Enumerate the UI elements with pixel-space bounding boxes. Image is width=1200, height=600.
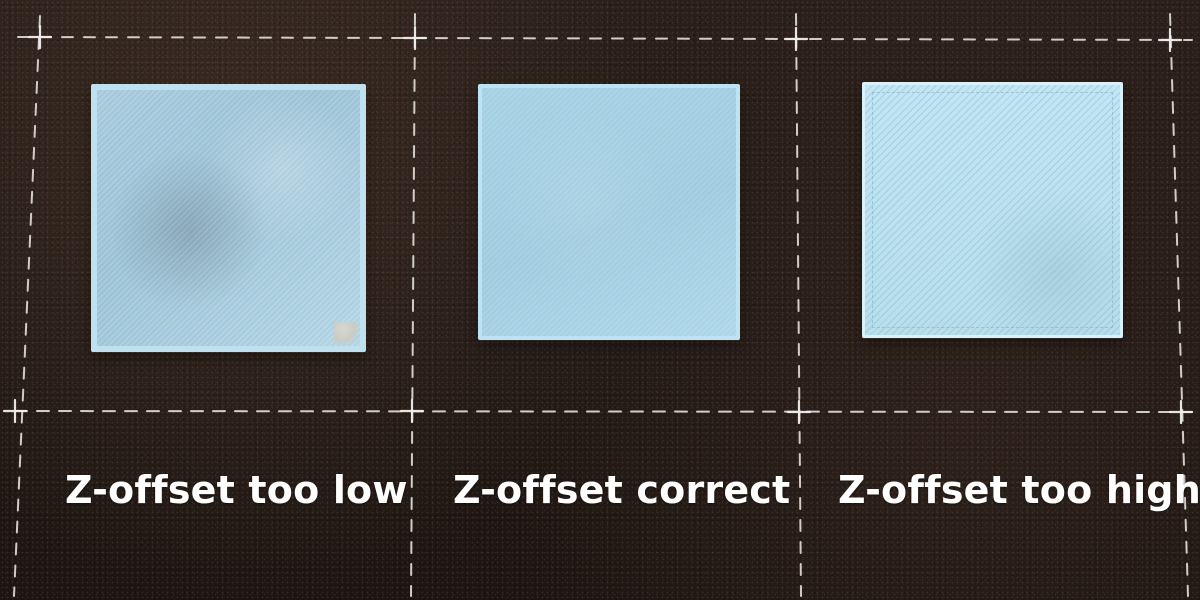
grid-line-middle: [14, 410, 1193, 413]
test-patch-too-low: [91, 84, 366, 352]
caption-too-high: Z-offset too high: [838, 468, 1200, 512]
test-patch-too-high: [862, 82, 1123, 338]
grid-line-left: [13, 15, 41, 597]
test-patch-correct: [478, 84, 740, 340]
caption-correct: Z-offset correct: [453, 468, 791, 512]
grid-line-center-left: [410, 13, 416, 597]
caption-too-low: Z-offset too low: [65, 468, 408, 512]
grid-crosses: [2, 24, 1194, 425]
dashed-grid-lines: [13, 13, 1193, 597]
grid-line-center-right: [795, 13, 802, 597]
grid-line-right: [1169, 13, 1189, 597]
grid-line-top: [17, 36, 1193, 41]
